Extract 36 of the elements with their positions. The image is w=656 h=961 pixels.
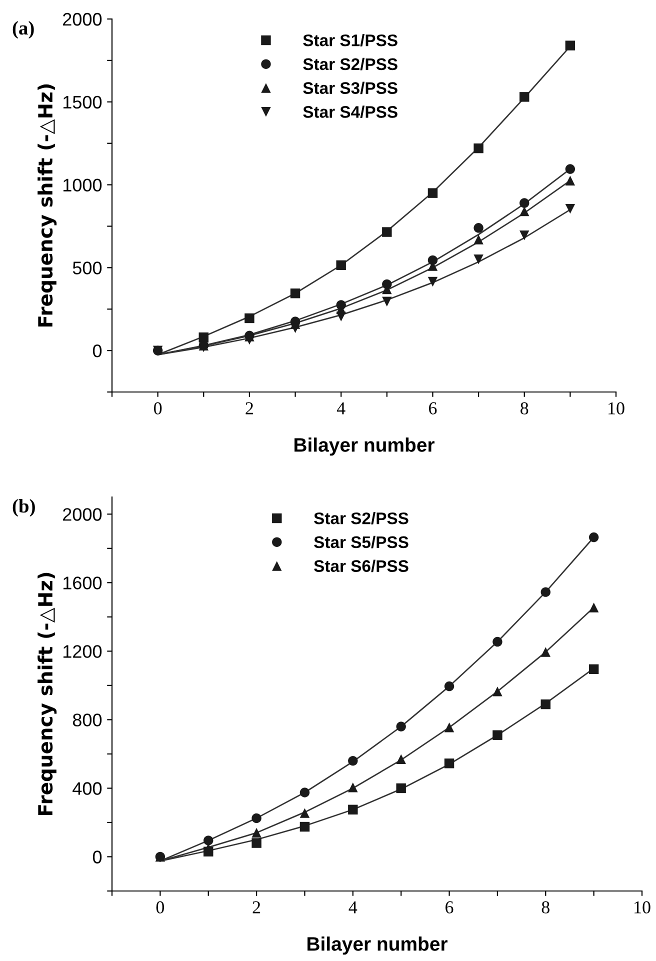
x-tick-label: 4 xyxy=(336,402,346,414)
x-axis-title: Bilayer number xyxy=(308,936,448,955)
y-tick-label: 800 xyxy=(72,714,102,726)
legend-label: Star S5/PSS xyxy=(314,536,408,548)
chart-title: (b) xyxy=(12,499,35,517)
x-tick-label: 2 xyxy=(246,402,253,414)
y-tick-label: 1000 xyxy=(63,178,102,192)
x-tick-label: 10 xyxy=(608,402,624,414)
y-tick-label: 2000 xyxy=(63,12,102,26)
y-axis-title: Frequency shift (-△Hz) xyxy=(38,572,57,815)
legend-label: Star S4/PSS xyxy=(303,106,398,118)
legend-label: Star S6/PSS xyxy=(314,560,408,572)
y-tick-label: 400 xyxy=(72,782,102,795)
x-tick-label: 0 xyxy=(154,402,162,414)
y-tick-label: 1500 xyxy=(63,96,102,109)
legend-label: Star S2/PSS xyxy=(303,58,398,70)
y-tick-label: 2000 xyxy=(63,508,102,521)
x-tick-label: 4 xyxy=(348,901,358,914)
chart-title: (a) xyxy=(12,21,34,39)
x-tick-label: 2 xyxy=(252,901,260,914)
y-tick-label: 1200 xyxy=(63,645,102,658)
x-tick-label: 6 xyxy=(428,402,437,414)
y-axis-title: Frequency shift (-△Hz) xyxy=(38,84,57,326)
y-tick-label: 0 xyxy=(92,344,102,358)
x-tick-label: 8 xyxy=(520,402,528,414)
legend-label: Star S2/PSS xyxy=(314,512,408,524)
x-tick-label: 8 xyxy=(542,901,550,914)
legend-label: Star S3/PSS xyxy=(303,82,398,94)
x-tick-label: 6 xyxy=(446,901,454,914)
y-tick-label: 500 xyxy=(72,262,102,274)
x-axis-title: Bilayer number xyxy=(294,438,434,456)
legend-label: Star S1/PSS xyxy=(303,34,398,46)
x-tick-label: 0 xyxy=(156,901,164,914)
y-tick-label: 1600 xyxy=(63,576,102,590)
y-tick-label: 0 xyxy=(92,850,102,864)
x-tick-label: 10 xyxy=(634,901,650,914)
